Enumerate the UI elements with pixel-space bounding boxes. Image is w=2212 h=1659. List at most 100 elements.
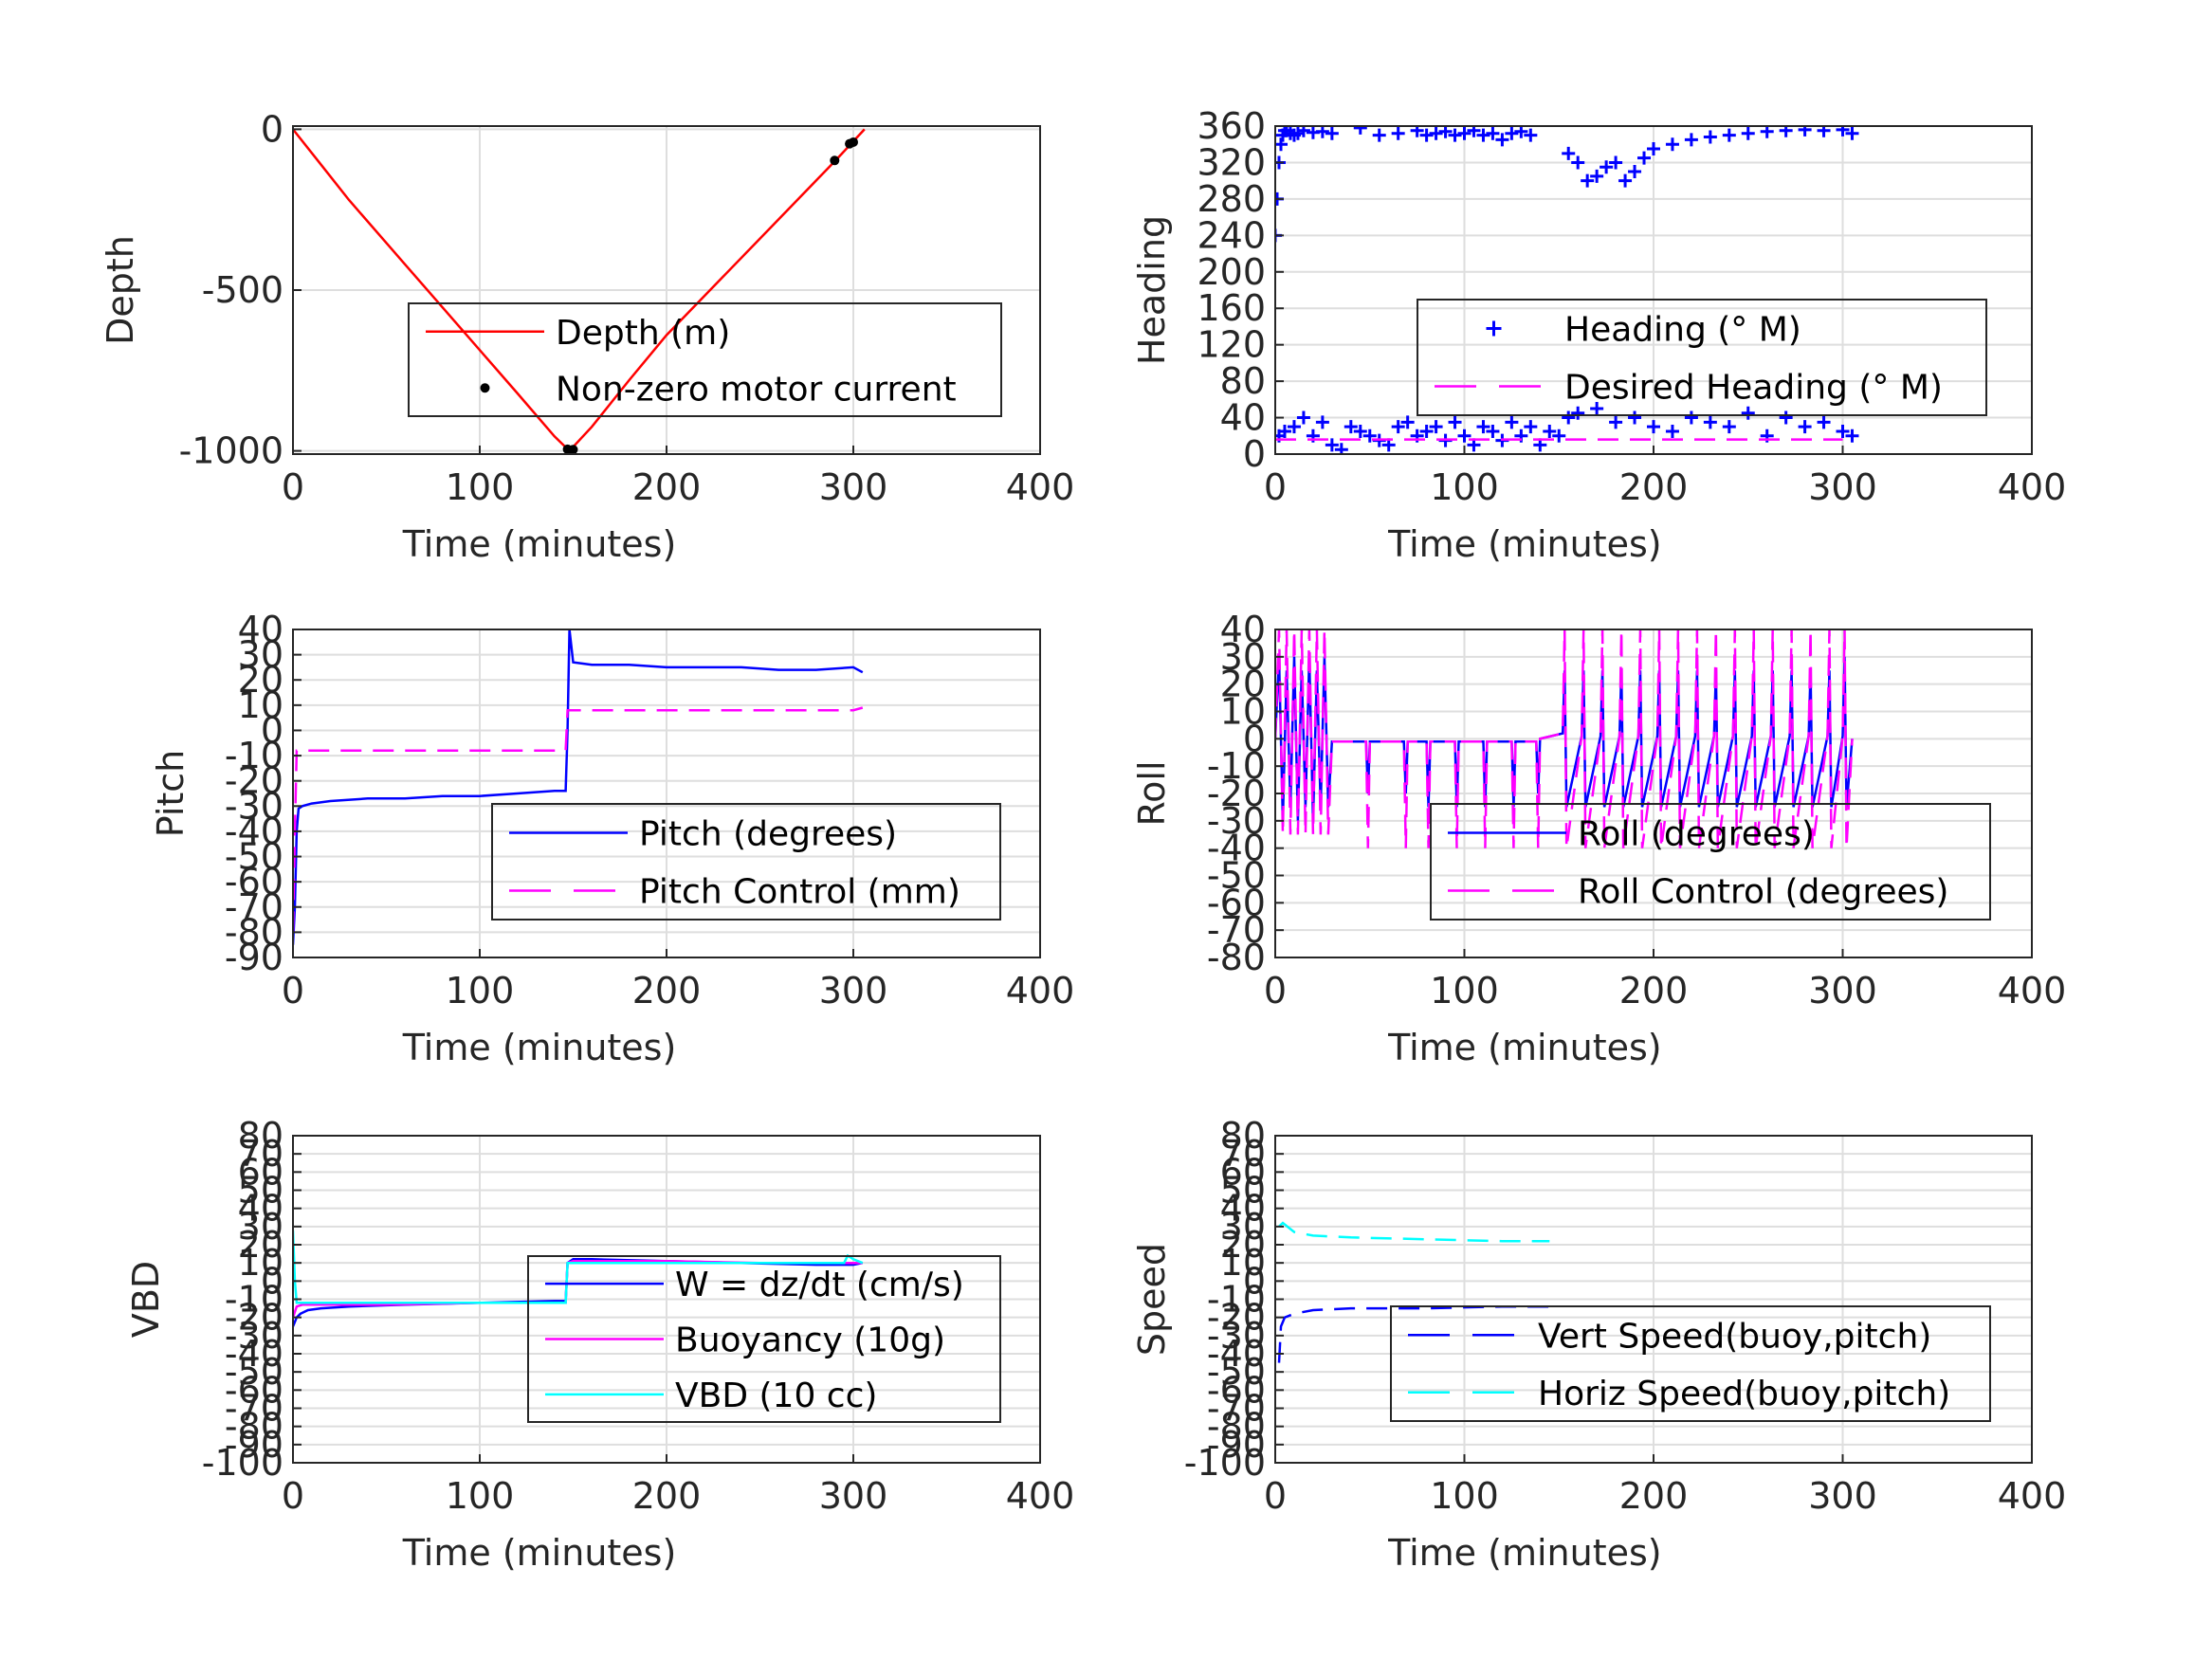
y-tick-label: 160: [1197, 287, 1266, 329]
y-tick-label: -40: [225, 1333, 283, 1375]
x-tick-label: 200: [632, 970, 702, 1012]
series-1-point: [1703, 415, 1717, 429]
x-axis-label: Time (minutes): [402, 1027, 677, 1068]
series-1-point: [1543, 424, 1557, 438]
x-tick-label: 300: [819, 970, 888, 1012]
series-1-point: [1600, 160, 1614, 174]
y-tick-label: 30: [1220, 636, 1266, 678]
y-tick-label: 280: [1197, 178, 1266, 220]
x-tick-label: 300: [1808, 1475, 1877, 1517]
subplot-1: 0 100 200 300 400 0 -500 -1000 Time (minutes) Dep…: [100, 108, 1074, 565]
x-tick-label: 400: [1998, 466, 2067, 508]
y-tick-label: 0: [261, 709, 283, 751]
x-tick-label: 200: [632, 1475, 702, 1517]
series-1-point: [1562, 146, 1576, 160]
x-axis-label: Time (minutes): [402, 523, 677, 565]
y-tick-label: -10: [225, 1279, 283, 1321]
y-tick-label: -50: [1207, 855, 1266, 897]
legend: Pitch (degrees) Pitch Control (mm): [491, 803, 1001, 921]
y-tick-label: -20: [1207, 1297, 1266, 1339]
y-tick-label: 70: [1220, 1133, 1266, 1175]
y-tick-label: -20: [225, 760, 283, 802]
series-1-point: [1287, 420, 1301, 434]
y-tick-label: -70: [225, 886, 283, 928]
y-axis-label: Roll: [1131, 760, 1173, 826]
y-tick-label: 0: [1243, 1260, 1266, 1302]
y-tick-label: -50: [225, 1351, 283, 1393]
x-tick-label: 0: [1264, 466, 1287, 508]
y-tick-label: -50: [225, 836, 283, 878]
y-tick-label: 80: [1220, 360, 1266, 402]
subplot-2: 0 100 200 300 40004080120160200240280320360T…: [1131, 105, 2066, 565]
x-tick-label: 100: [446, 1475, 515, 1517]
x-tick-label: 200: [1619, 970, 1689, 1012]
y-tick-label: -40: [225, 811, 283, 852]
x-tick-label: 100: [1430, 970, 1499, 1012]
series-1-point: [1647, 142, 1660, 156]
x-tick-label: 0: [282, 466, 304, 508]
y-tick-label: 20: [1220, 664, 1266, 705]
series-1-point: [1353, 126, 1367, 135]
y-tick-label: 320: [1197, 141, 1266, 183]
legend-box: [408, 302, 1002, 417]
y-tick-label: 20: [238, 1224, 283, 1266]
y-tick-label: 200: [1197, 251, 1266, 293]
series-1-point: [1486, 424, 1500, 438]
y-tick-label: -50: [1207, 1351, 1266, 1393]
y-tick-label: 30: [238, 634, 283, 676]
y-tick-label: -30: [1207, 1315, 1266, 1357]
subplot-6: 0 100 200 300 40080706050403020100-10-20-30-…: [1131, 1115, 2066, 1574]
series-layer: [293, 629, 864, 945]
y-tick-label: -60: [225, 1369, 283, 1411]
y-axis-label: Pitch: [150, 750, 192, 838]
y-tick-label: -100: [202, 1442, 283, 1484]
series-layer: [293, 128, 866, 454]
series-1-point: [1476, 128, 1490, 142]
y-axis-label: Depth: [100, 235, 141, 345]
y-tick-label: 70: [238, 1133, 283, 1175]
y-tick-label: -90: [225, 937, 283, 978]
x-axis-label: Time (minutes): [402, 1532, 677, 1574]
legend-box: [1430, 803, 1991, 921]
y-tick-label: 240: [1197, 214, 1266, 256]
series-1-point: [1628, 165, 1642, 179]
series-1-point: [1325, 126, 1339, 140]
series-1-point: [1684, 133, 1698, 147]
series-1-point: [1419, 424, 1434, 438]
legend-label: Pitch (degrees): [639, 815, 897, 854]
series-1-point: [1590, 169, 1604, 183]
x-tick-label: 400: [1006, 970, 1075, 1012]
legend-box: [491, 803, 1001, 921]
x-tick-label: 400: [1006, 466, 1075, 508]
y-tick-label: 40: [1220, 397, 1266, 439]
x-tick-label: 200: [1619, 1475, 1689, 1517]
x-tick-label: 100: [1430, 466, 1499, 508]
series-1-point: [1429, 420, 1443, 434]
series-1-point: [1315, 126, 1329, 138]
series-1-point: [1344, 420, 1358, 434]
legend-label: VBD (10 cc): [675, 1376, 877, 1415]
series-1-point: [1448, 128, 1462, 142]
y-tick-label: 40: [238, 1188, 283, 1230]
y-tick-label: -90: [225, 1424, 283, 1466]
series-1-point: [1571, 406, 1585, 420]
y-tick-label: 10: [238, 684, 283, 726]
series-1-point: [1562, 410, 1576, 425]
y-tick-label: 120: [1197, 324, 1266, 366]
grid: [292, 126, 1041, 454]
series-1-point: [1571, 155, 1585, 170]
series-1-point: [1457, 428, 1472, 443]
x-tick-label: 200: [1619, 466, 1689, 508]
subplot-4: 0 100 200 300 400403020100-10-20-30-40-50-60…: [1131, 609, 2066, 1068]
series-1-point: [1495, 133, 1509, 147]
y-tick-label: -1000: [179, 430, 283, 472]
series-1-point: [1524, 420, 1538, 434]
legend-label: Vert Speed(buoy,pitch): [1538, 1317, 1931, 1356]
x-tick-label: 300: [819, 1475, 888, 1517]
series-1-point: [1637, 151, 1652, 165]
y-tick-label: -60: [225, 861, 283, 902]
series-2-line: [293, 706, 864, 933]
y-tick-label: 40: [238, 609, 283, 650]
y-tick-label: 0: [261, 1260, 283, 1302]
